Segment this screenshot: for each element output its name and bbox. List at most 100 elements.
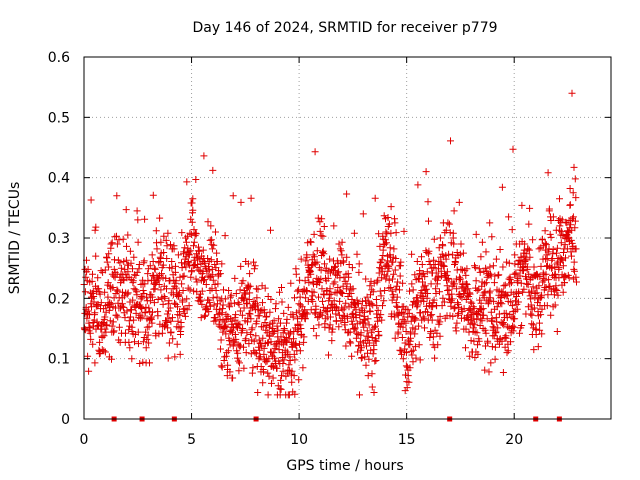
data-point [267,338,275,346]
data-point [198,300,206,308]
data-point [399,279,407,287]
data-point [136,301,144,309]
data-point [255,343,263,351]
data-point [88,277,96,285]
data-point [108,239,116,247]
data-point [226,293,234,301]
data-point [91,359,99,367]
data-point [360,323,368,331]
data-point [178,259,185,267]
data-point [464,285,472,293]
data-point [192,275,200,283]
data-point [538,305,546,313]
data-point [347,290,355,297]
data-point [181,312,189,320]
data-point [148,293,156,301]
data-point [155,281,163,288]
data-point [242,290,250,298]
data-point [174,251,182,259]
data-point [291,356,299,364]
data-point [503,291,511,299]
data-point [188,218,196,226]
data-point [172,277,180,285]
data-point [107,300,115,308]
data-point [335,323,343,331]
data-point [212,228,219,236]
data-point [401,345,409,353]
data-point [99,320,107,328]
data-point [274,326,282,334]
data-point [85,323,93,331]
data-point [103,322,111,329]
data-point [439,294,447,302]
data-point [136,314,144,322]
data-point [571,217,579,225]
data-point [167,241,174,249]
data-point [94,322,101,330]
data-point [270,363,278,371]
data-point [228,317,236,325]
data-point [300,333,308,341]
data-point [384,257,392,265]
data-point [275,346,283,354]
data-point [339,290,347,297]
data-point [525,220,533,228]
data-point [134,216,142,224]
data-point [523,263,531,271]
data-point [346,328,354,336]
data-point [287,338,295,346]
data-point [248,324,256,332]
data-point [505,213,513,221]
data-point [211,281,219,288]
data-point [188,267,196,275]
data-point [223,323,231,331]
data-point [362,297,369,305]
data-point [338,238,346,246]
data-point [516,272,524,280]
data-point [195,293,203,301]
data-point [289,313,297,321]
data-point [183,178,191,186]
data-point [476,296,484,304]
data-point [209,294,217,302]
data-point [349,285,357,293]
data-point [316,218,324,226]
data-point [494,271,502,279]
data-point [547,311,555,319]
data-point [364,332,372,340]
data-point [485,289,493,297]
data-point [452,327,460,335]
data-point [486,263,494,271]
data-point [219,316,227,324]
data-point [498,300,506,308]
data-point [499,320,507,328]
data-point [475,337,483,345]
data-point [438,302,446,310]
y-tick-label: 0.5 [48,110,70,126]
data-point [559,288,567,296]
data-point [405,378,413,386]
data-point [339,306,347,314]
x-tick-label: 10 [290,432,308,448]
data-point [308,262,316,270]
data-point [555,264,563,272]
data-point [328,328,336,336]
data-point [530,263,538,271]
data-point [490,279,498,287]
data-point [234,324,241,332]
data-point [471,320,479,328]
data-point [142,344,150,352]
data-point [175,292,183,300]
data-point [291,294,298,302]
data-point [236,359,243,367]
data-point [124,231,132,239]
data-point [128,306,135,314]
data-point [440,298,448,306]
y-tick-label: 0.6 [48,50,70,66]
data-point [229,374,237,382]
data-point [348,352,356,360]
data-point [486,294,494,302]
data-point [155,330,163,338]
data-point [161,294,169,302]
data-point [548,264,555,272]
